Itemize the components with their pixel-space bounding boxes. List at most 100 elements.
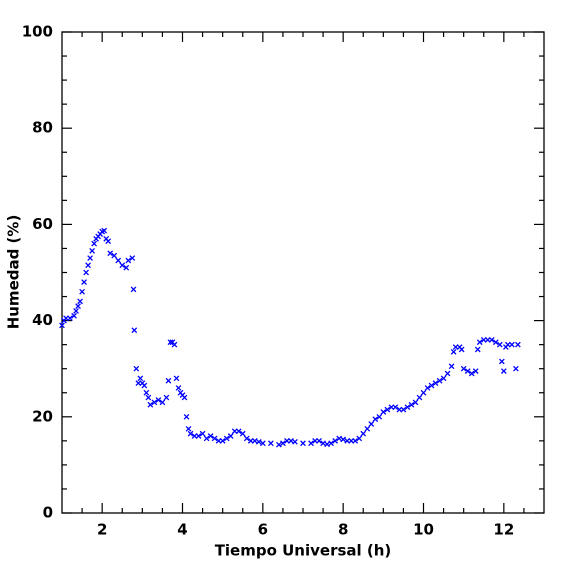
- x-tick-label: 6: [258, 521, 268, 539]
- point: [300, 440, 306, 447]
- point: [251, 437, 258, 444]
- point: [219, 437, 226, 444]
- point: [376, 413, 383, 420]
- point: [67, 315, 73, 322]
- point: [181, 394, 188, 401]
- point: [368, 421, 375, 427]
- point: [115, 257, 122, 264]
- y-tick-label: 40: [32, 311, 53, 329]
- point: [207, 433, 214, 439]
- point: [308, 440, 314, 447]
- point: [328, 440, 334, 447]
- point: [460, 365, 467, 372]
- point: [316, 437, 322, 444]
- point: [408, 401, 415, 408]
- y-axis-label: Humedad (%): [5, 215, 23, 330]
- point: [332, 437, 338, 444]
- point: [195, 433, 202, 439]
- point: [515, 341, 521, 348]
- point: [171, 341, 178, 348]
- point: [488, 336, 495, 343]
- point: [440, 375, 447, 382]
- point: [203, 435, 210, 442]
- point: [320, 440, 326, 447]
- x-tick-label: 8: [338, 521, 348, 539]
- point: [474, 346, 481, 353]
- y-tick-label: 60: [32, 215, 53, 233]
- point: [119, 262, 126, 269]
- point: [59, 322, 65, 329]
- point: [498, 358, 505, 365]
- point: [155, 397, 162, 403]
- point: [424, 385, 431, 391]
- point: [123, 264, 130, 271]
- x-tick-label: 2: [97, 521, 107, 539]
- point: [183, 413, 190, 420]
- point: [392, 404, 399, 411]
- point: [71, 312, 77, 319]
- point: [211, 435, 218, 442]
- point: [372, 416, 379, 423]
- point: [496, 341, 503, 348]
- point: [129, 255, 136, 261]
- point: [111, 252, 118, 259]
- point: [75, 303, 81, 310]
- point: [243, 435, 250, 442]
- point: [163, 394, 170, 401]
- point: [175, 385, 182, 391]
- point: [89, 247, 95, 254]
- point: [133, 365, 140, 372]
- point: [187, 430, 194, 437]
- point: [91, 240, 97, 247]
- point: [259, 440, 266, 447]
- point: [404, 404, 411, 411]
- point: [239, 430, 246, 437]
- point: [268, 440, 274, 447]
- point: [432, 380, 439, 386]
- point: [147, 401, 154, 408]
- point: [472, 368, 479, 374]
- point: [199, 430, 206, 437]
- point: [448, 363, 455, 370]
- point: [400, 406, 407, 413]
- point: [352, 437, 359, 444]
- point: [167, 339, 174, 346]
- point: [324, 441, 330, 448]
- point: [141, 382, 148, 389]
- point: [85, 262, 91, 269]
- point: [131, 327, 138, 334]
- point: [77, 298, 83, 305]
- point: [476, 339, 483, 346]
- point: [165, 377, 172, 384]
- point: [159, 399, 166, 406]
- point: [173, 375, 180, 382]
- point: [107, 250, 114, 257]
- point: [235, 428, 242, 435]
- point: [356, 435, 363, 442]
- point: [87, 255, 93, 261]
- point: [436, 377, 443, 384]
- x-tick-label: 12: [493, 521, 514, 539]
- point: [444, 370, 451, 377]
- y-tick-label: 80: [32, 119, 53, 137]
- point: [137, 375, 144, 382]
- point: [105, 238, 112, 245]
- point: [83, 269, 89, 276]
- point: [227, 433, 234, 439]
- point: [340, 436, 347, 443]
- x-tick-label: 4: [177, 521, 187, 539]
- point: [450, 349, 457, 355]
- point: [380, 409, 387, 415]
- point: [255, 438, 262, 445]
- point: [500, 368, 507, 374]
- x-axis-label: Tiempo Universal (h): [215, 542, 392, 560]
- point: [458, 346, 465, 353]
- point: [384, 406, 391, 413]
- point: [464, 368, 471, 374]
- point: [276, 441, 282, 448]
- point: [336, 435, 343, 442]
- x-tick-label: 10: [413, 521, 434, 539]
- y-tick-label: 100: [22, 23, 53, 41]
- point: [151, 399, 158, 406]
